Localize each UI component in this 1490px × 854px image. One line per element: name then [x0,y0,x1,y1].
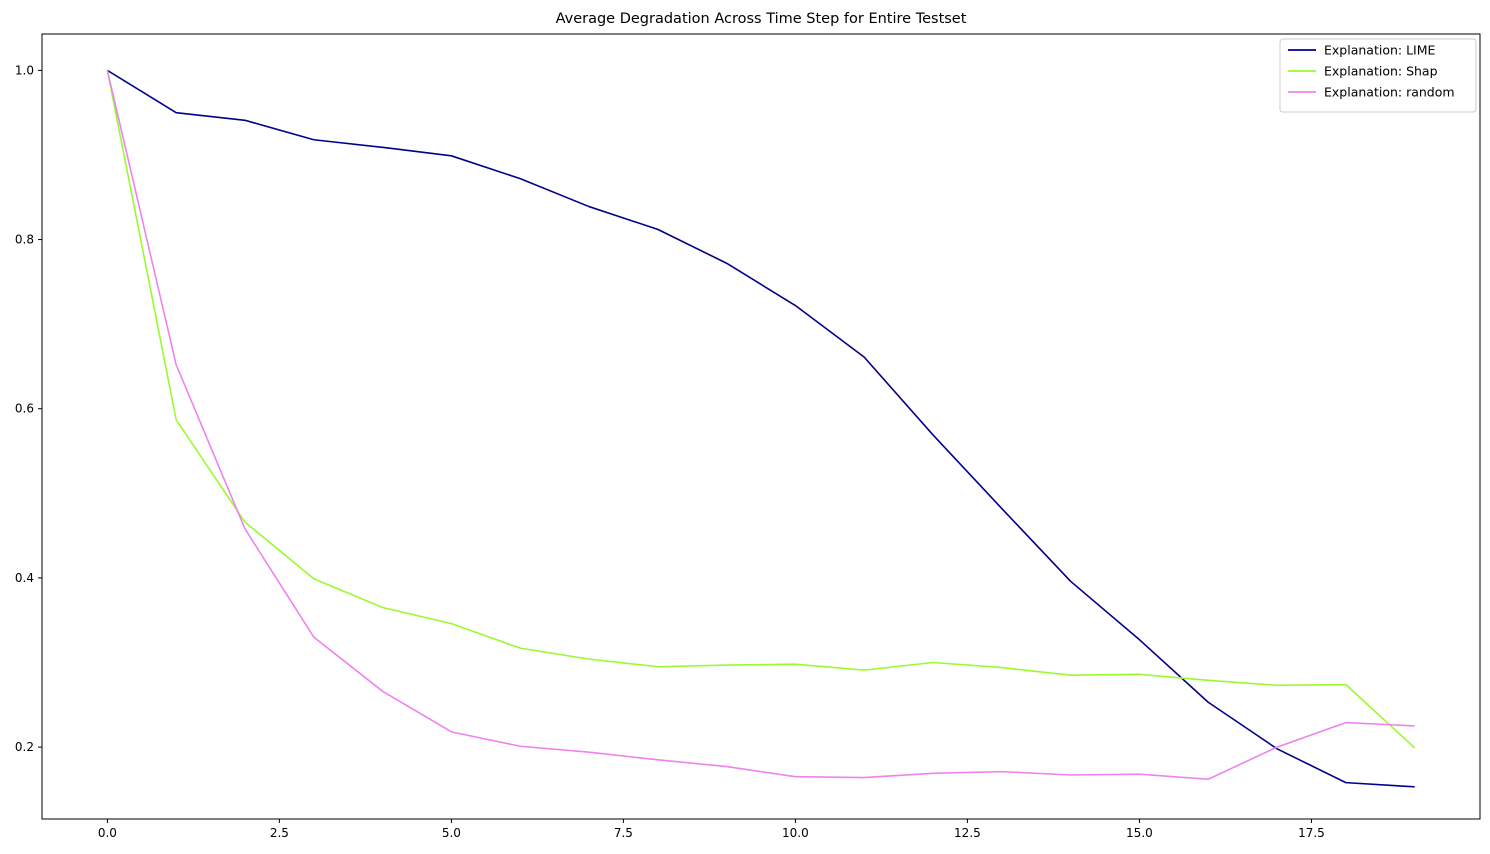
y-tick-label: 0.6 [15,402,34,416]
y-tick-label: 0.2 [15,740,34,754]
y-tick-label: 0.8 [15,233,34,247]
series-line-1 [106,69,1415,788]
legend-label: Explanation: random [1324,85,1455,100]
x-tick-label: 12.5 [954,826,981,840]
series-line-2 [106,70,1416,749]
series-lines [106,69,1416,788]
legend-box [1279,38,1477,113]
x-tick-label: 10.0 [782,826,809,840]
series-line-3 [106,70,1415,781]
x-tick-label: 17.5 [1298,826,1325,840]
y-tick-label: 0.4 [15,571,34,585]
chart-title: Average Degradation Across Time Step for… [556,11,967,27]
x-tick-label: 7.5 [614,826,633,840]
legend: Explanation: LIME Explanation: Shap Explan… [1279,38,1477,113]
x-tick-label: 0.0 [98,826,117,840]
legend-label: Explanation: Shap [1324,64,1438,79]
x-tick-label: 5.0 [442,826,461,840]
plot-frame [41,33,1481,820]
axis-ticks: 0.0 2.5 5.0 7.5 10.0 12.5 15.0 17.5 0.2 0.4 0.6 0.8… [15,63,1325,840]
y-tick-label: 1.0 [15,63,34,77]
legend-label: Explanation: LIME [1324,43,1436,58]
x-tick-label: 2.5 [270,826,289,840]
x-tick-label: 15.0 [1126,826,1153,840]
